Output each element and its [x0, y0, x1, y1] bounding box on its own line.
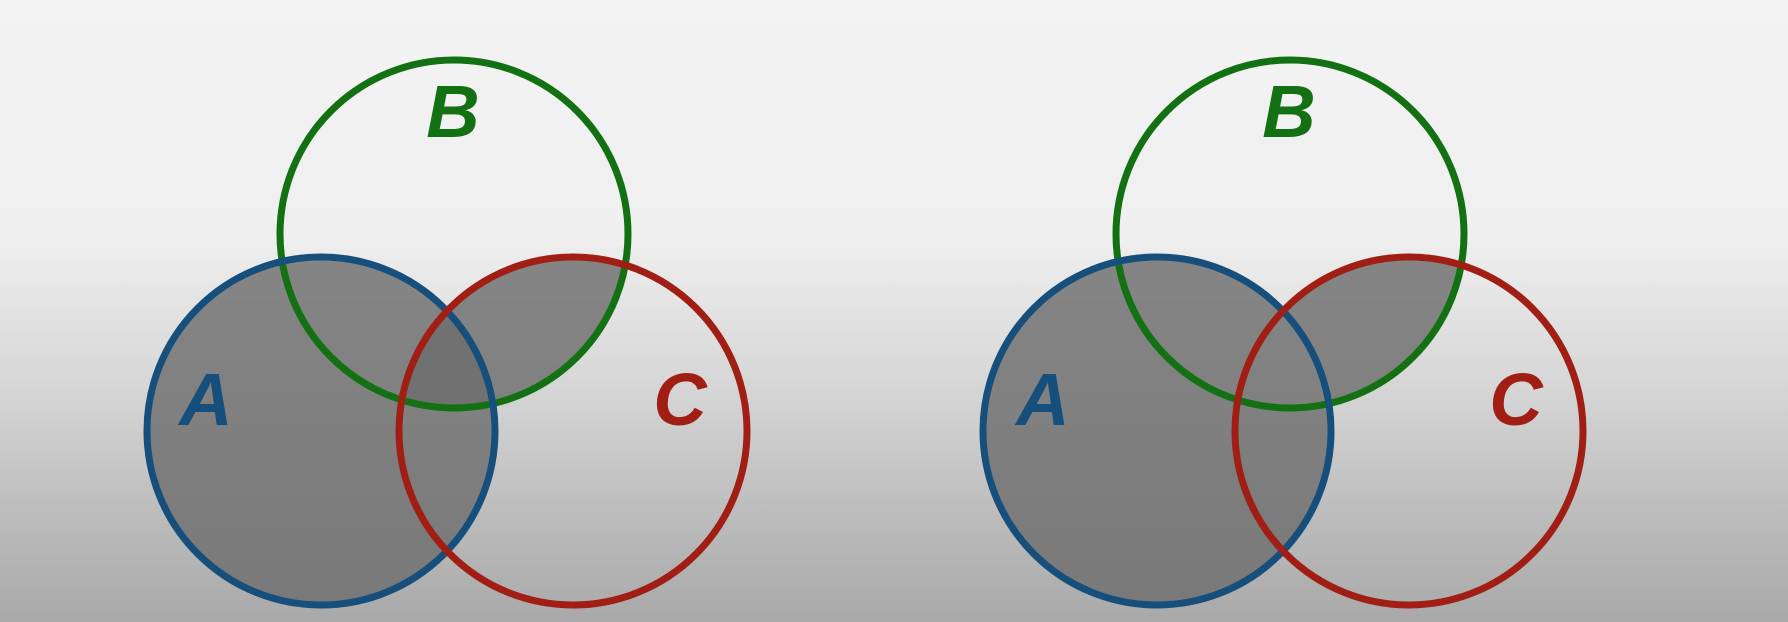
circle-c-outline	[395, 253, 751, 609]
label-c: C	[653, 358, 708, 441]
label-a: A	[1014, 358, 1069, 441]
venn-diagram-right: B A C	[979, 56, 1587, 609]
label-b: B	[1262, 70, 1315, 153]
circle-a-outline	[143, 253, 499, 609]
circle-a-outline	[979, 253, 1335, 609]
venn-diagram-left: B A C	[143, 56, 751, 609]
label-a: A	[177, 358, 232, 441]
label-c: C	[1489, 358, 1544, 441]
circle-b-outline	[276, 56, 632, 412]
region-a-shaded	[147, 257, 495, 605]
region-b-and-c-shaded	[1235, 257, 1464, 408]
region-a-shaded	[983, 257, 1331, 605]
circle-b-outline	[1112, 56, 1468, 412]
circle-c-outline	[1231, 253, 1587, 609]
label-b: B	[426, 70, 479, 153]
region-b-and-c-shaded	[399, 257, 628, 408]
